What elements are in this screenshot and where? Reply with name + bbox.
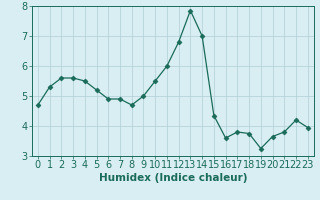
X-axis label: Humidex (Indice chaleur): Humidex (Indice chaleur) [99, 173, 247, 183]
